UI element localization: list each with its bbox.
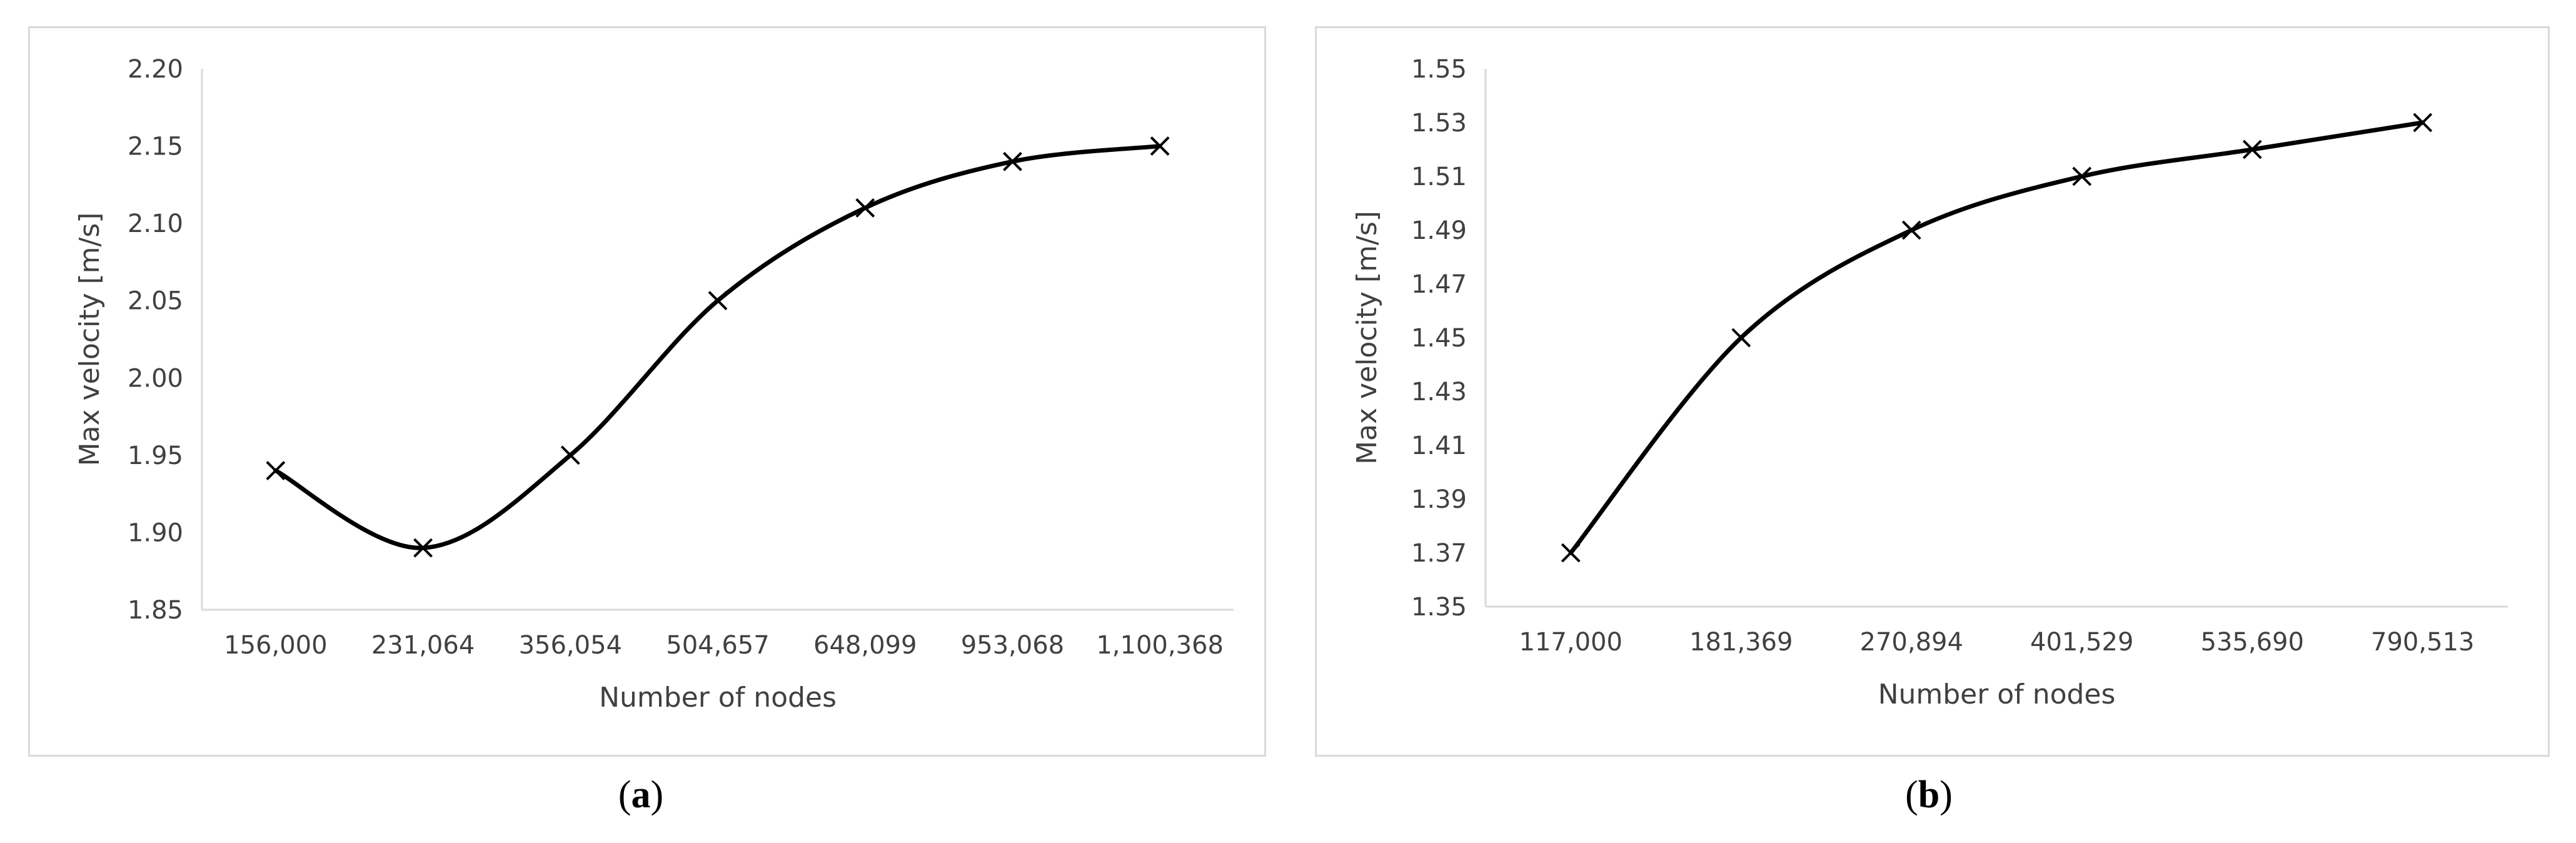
y-tick-label: 1.53 xyxy=(1411,109,1467,138)
series-line xyxy=(1568,120,2425,555)
y-tick-label: 1.41 xyxy=(1411,432,1467,460)
data-point-marker xyxy=(2242,139,2262,159)
y-tick-label: 2.20 xyxy=(128,55,183,84)
y-tick-label: 1.85 xyxy=(128,596,183,625)
data-point-marker xyxy=(1731,328,1751,348)
x-axis-title: Number of nodes xyxy=(599,682,837,714)
y-tick-label: 1.37 xyxy=(1411,539,1467,568)
x-tick-label: 648,099 xyxy=(813,631,917,660)
data-point-marker xyxy=(1901,220,1921,240)
x-tick-label: 535,690 xyxy=(2201,628,2304,657)
x-tick-label: 356,054 xyxy=(519,631,622,660)
chart-b: 1.35 1.37 1.39 1.41 1.43 1.45 1.47 1.49 1.51 1.53… xyxy=(1351,55,2508,710)
y-tick-label: 2.15 xyxy=(128,133,183,161)
chart-panel-a: 1.85 1.90 1.95 2.00 2.05 2.10 2.15 2.20 156,000 2… xyxy=(28,26,1266,757)
x-axis-title: Number of nodes xyxy=(1878,679,2116,710)
y-axis-title: Max velocity [m/s] xyxy=(1351,211,1383,465)
x-tick-label: 270,894 xyxy=(1860,628,1963,657)
x-tick-label: 1,100,368 xyxy=(1096,631,1224,660)
y-tick-label: 1.39 xyxy=(1411,485,1467,514)
x-tick-label: 117,000 xyxy=(1519,628,1623,657)
y-tick-label: 1.43 xyxy=(1411,378,1467,406)
data-point-marker xyxy=(560,445,580,465)
data-point-marker xyxy=(2072,166,2092,186)
x-tick-label: 156,000 xyxy=(224,631,327,660)
caption-a: (a) xyxy=(618,774,664,816)
y-tick-label: 1.90 xyxy=(128,518,183,547)
x-tick-label: 401,529 xyxy=(2030,628,2133,657)
data-point-marker xyxy=(1003,151,1022,171)
x-tick-label: 504,657 xyxy=(666,631,769,660)
y-tick-label: 1.51 xyxy=(1411,163,1467,191)
chart-panel-b: 1.35 1.37 1.39 1.41 1.43 1.45 1.47 1.49 1.51 1.53… xyxy=(1315,26,2550,757)
y-tick-label: 1.35 xyxy=(1411,593,1467,622)
data-point-marker xyxy=(1561,543,1581,563)
chart-a: 1.85 1.90 1.95 2.00 2.05 2.10 2.15 2.20 156,000 2… xyxy=(74,55,1234,714)
y-tick-label: 1.47 xyxy=(1411,270,1467,299)
y-tick-label: 1.95 xyxy=(128,442,183,470)
y-tick-label: 1.49 xyxy=(1411,216,1467,245)
x-tick-label: 181,369 xyxy=(1689,628,1793,657)
y-axis-title: Max velocity [m/s] xyxy=(74,213,106,467)
y-tick-label: 1.45 xyxy=(1411,324,1467,353)
y-tick-label: 2.00 xyxy=(128,364,183,393)
y-tick-label: 2.05 xyxy=(128,287,183,316)
data-point-marker xyxy=(708,291,728,311)
x-tick-label: 790,513 xyxy=(2371,628,2474,657)
x-tick-label: 953,068 xyxy=(961,631,1064,660)
data-point-marker xyxy=(266,461,286,480)
y-tick-label: 2.10 xyxy=(128,209,183,238)
data-point-marker xyxy=(855,198,875,218)
data-point-marker xyxy=(1150,136,1170,156)
x-tick-label: 231,064 xyxy=(371,631,475,660)
caption-b: (b) xyxy=(1905,774,1953,816)
series-line xyxy=(273,144,1162,550)
data-point-marker xyxy=(413,538,433,558)
y-tick-label: 1.55 xyxy=(1411,55,1467,84)
data-point-marker xyxy=(2413,113,2433,133)
